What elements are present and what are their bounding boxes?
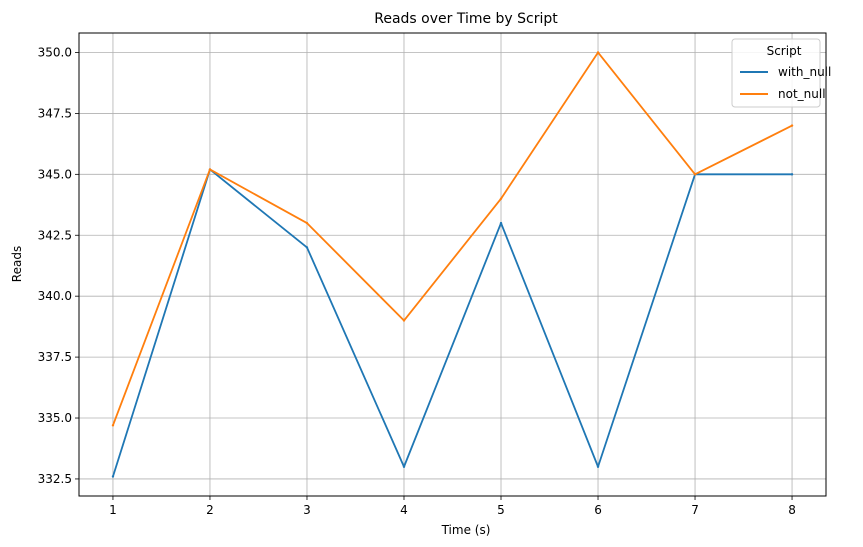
x-tick-label: 4 (400, 503, 408, 517)
x-tick-label: 8 (788, 503, 796, 517)
x-ticks: 1 2 3 4 5 6 7 8 (109, 496, 796, 517)
x-tick-label: 2 (206, 503, 214, 517)
x-tick-label: 5 (497, 503, 505, 517)
legend: Script with_null not_null (731, 38, 831, 108)
line-segment-with-null (306, 246, 405, 468)
line-segment-with-null (209, 168, 308, 249)
data-point-not-null (208, 168, 212, 171)
line-segment-with-null (500, 222, 599, 468)
data-point-not-null (596, 51, 600, 54)
y-ticks: 332.5 335.0 337.5 340.0 342.5 345.0 347.5 350.0 (38, 45, 79, 486)
line-segment-with-null (597, 173, 696, 468)
y-tick-label: 340.0 (38, 289, 72, 303)
y-tick-label: 345.0 (38, 167, 72, 181)
y-tick-label: 332.5 (38, 472, 72, 486)
y-tick-label: 347.5 (38, 106, 72, 120)
line-segment-not-null (306, 222, 405, 322)
x-tick-label: 7 (691, 503, 699, 517)
y-tick-label: 337.5 (38, 350, 72, 364)
line-segment-not-null (112, 168, 211, 427)
line-segment-not-null (209, 168, 308, 224)
x-tick-label: 1 (109, 503, 117, 517)
line-segment-not-null (403, 197, 502, 322)
data-point-with-null (402, 465, 406, 468)
series-lines (111, 51, 794, 478)
data-point-with-null (790, 173, 794, 176)
line-segment-with-null (112, 168, 211, 478)
line-segment-not-null (597, 51, 696, 176)
data-point-with-null (111, 475, 115, 478)
x-tick-label: 6 (594, 503, 602, 517)
y-tick-label: 335.0 (38, 411, 72, 425)
y-axis-label: Reads (10, 246, 24, 282)
legend-title: Script (767, 44, 802, 58)
plot-frame (78, 32, 827, 497)
legend-label-with-null: with_null (778, 65, 831, 79)
legend-box (731, 38, 821, 108)
grid-lines (79, 33, 826, 496)
legend-label-not-null: not_null (778, 87, 826, 101)
data-point-with-null (499, 221, 503, 225)
line-segment-not-null (500, 51, 599, 200)
data-point-with-null (596, 465, 600, 468)
y-tick-label: 350.0 (38, 45, 72, 59)
y-tick-label: 342.5 (38, 228, 72, 242)
data-point-not-null (305, 221, 309, 225)
data-point-not-null (402, 319, 406, 322)
data-point-not-null (693, 173, 697, 176)
x-axis-label: Time (s) (441, 523, 491, 537)
data-point-not-null (790, 124, 794, 127)
line-segment-with-null (403, 222, 502, 468)
chart-title: Reads over Time by Script (374, 11, 558, 27)
data-point-with-null (305, 246, 309, 249)
data-point-not-null (499, 197, 503, 200)
line-segment-not-null (694, 124, 793, 176)
series-with-null (111, 168, 794, 478)
series-not-null (111, 51, 794, 427)
data-point-not-null (111, 424, 115, 427)
x-tick-label: 3 (303, 503, 311, 517)
